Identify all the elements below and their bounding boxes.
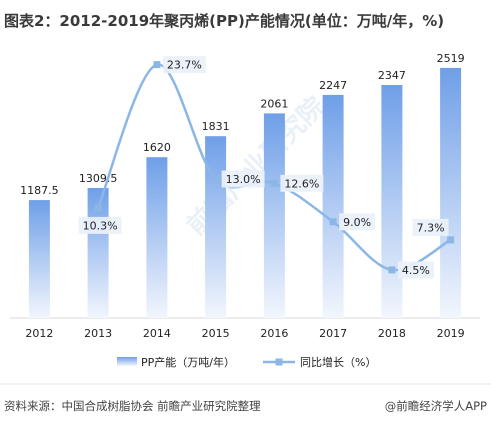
watermark-text: 前瞻产业研究院 <box>181 91 332 242</box>
bar-2017 <box>322 94 344 319</box>
x-ticks-layer: 2012 2013 2014 2015 2016 2017 2018 2019 <box>25 327 464 340</box>
growth-label-2017: 9.0% <box>343 216 371 229</box>
growth-marker-2013 <box>94 204 102 212</box>
growth-label-2016: 12.6% <box>284 177 319 190</box>
growth-marker-2015 <box>212 175 220 183</box>
growth-marker-2018 <box>388 266 396 274</box>
legend-label-line: 同比增长（%） <box>300 355 376 369</box>
bar-label-2012: 1187.5 <box>20 184 59 197</box>
bar-label-2016: 2061 <box>260 97 288 110</box>
watermark: 前瞻产业研究院 <box>181 91 332 242</box>
growth-label-bg-2019 <box>412 218 449 236</box>
bar-2018 <box>381 85 403 318</box>
x-tick-2015: 2015 <box>202 327 230 340</box>
growth-label-bg-2018 <box>397 261 434 279</box>
line-layer: 10.3% 23.7% 13.0% 12.6% 9.0% 4.5% 7.3% <box>78 56 455 279</box>
bar-label-2017: 2247 <box>319 79 347 92</box>
growth-label-2015: 13.0% <box>226 173 261 186</box>
x-tick-2013: 2013 <box>84 327 112 340</box>
growth-label-bg-2016 <box>280 174 324 192</box>
bar-2012 <box>28 200 50 318</box>
bar-label-2018: 2347 <box>378 69 406 82</box>
growth-label-bg-2013 <box>78 216 122 234</box>
growth-label-bg-2017 <box>339 213 376 231</box>
growth-label-2014: 23.7% <box>167 59 202 72</box>
growth-label-bg-2015 <box>221 170 265 188</box>
growth-marker-2019 <box>447 236 455 244</box>
chart-title: 图表2：2012-2019年聚丙烯(PP)产能情况(单位：万吨/年，%) <box>4 12 444 30</box>
footer-brand: @前瞻经济学人APP <box>385 399 487 413</box>
bar-2019 <box>440 67 462 319</box>
growth-marker-2014 <box>153 61 161 69</box>
growth-label-bg-2014 <box>162 56 206 74</box>
legend-swatch-bar <box>117 357 137 366</box>
x-tick-2019: 2019 <box>437 327 465 340</box>
growth-marker-2016 <box>270 179 278 187</box>
x-tick-2017: 2017 <box>319 327 347 340</box>
bar-label-2019: 2519 <box>437 52 465 65</box>
bar-2015 <box>205 136 227 318</box>
x-tick-2016: 2016 <box>260 327 288 340</box>
bar-label-2013: 1309.5 <box>79 172 118 185</box>
x-tick-2018: 2018 <box>378 327 406 340</box>
bar-2016 <box>263 113 285 319</box>
bar-2014 <box>146 157 168 318</box>
bar-label-2014: 1620 <box>143 141 171 154</box>
bar-label-2015: 1831 <box>202 120 230 133</box>
bars-layer <box>28 67 462 319</box>
legend: PP产能（万吨/年） 同比增长（%） <box>117 355 376 369</box>
legend-swatch-marker <box>275 358 283 366</box>
legend-label-bar: PP产能（万吨/年） <box>141 355 235 369</box>
x-tick-2014: 2014 <box>143 327 171 340</box>
growth-label-2019: 7.3% <box>417 221 445 234</box>
growth-label-2013: 10.3% <box>83 219 118 232</box>
growth-marker-2017 <box>329 218 337 226</box>
footer-source: 资料来源：中国合成树脂协会 前瞻产业研究院整理 <box>4 399 261 413</box>
growth-label-2018: 4.5% <box>402 264 430 277</box>
x-tick-2012: 2012 <box>25 327 53 340</box>
